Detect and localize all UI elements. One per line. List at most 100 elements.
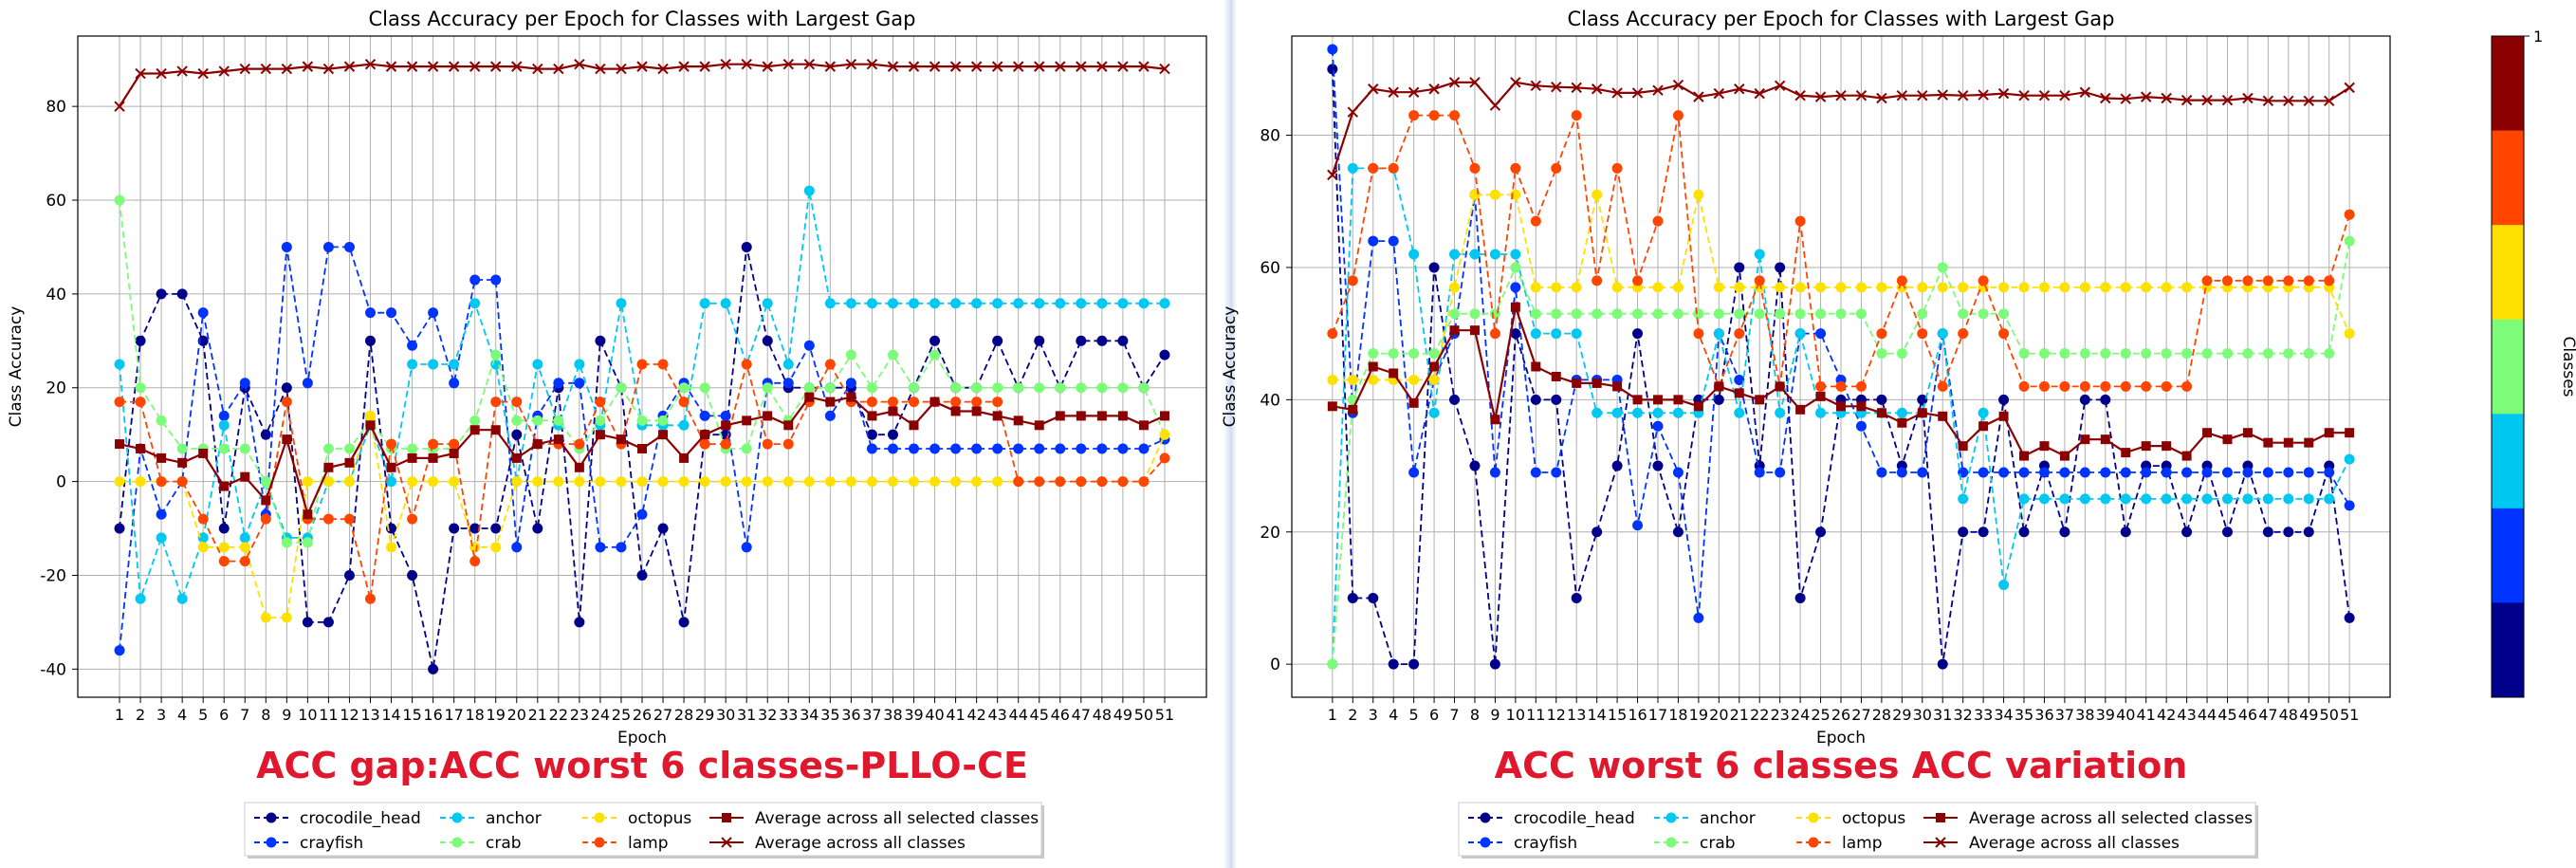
data-point — [1388, 658, 1399, 670]
data-point — [1347, 162, 1358, 174]
data-point — [2038, 90, 2051, 102]
colorbar-segment — [2492, 319, 2524, 415]
data-point — [2181, 526, 2193, 538]
legend-swatch-marker — [594, 837, 605, 848]
data-point — [1096, 411, 1107, 421]
data-point — [135, 335, 146, 346]
data-point — [1997, 87, 2010, 100]
chart-caption: ACC worst 6 classes ACC variation — [1495, 745, 2188, 786]
data-point — [1835, 90, 1847, 102]
data-point — [322, 513, 334, 525]
data-point — [302, 378, 313, 389]
data-point — [1096, 335, 1108, 346]
data-point — [762, 438, 773, 450]
data-point — [1978, 308, 1989, 320]
x-tick-label: 5 — [198, 706, 208, 724]
data-point — [2059, 451, 2070, 461]
data-point — [1159, 411, 1169, 421]
data-point — [1815, 328, 1827, 340]
data-point — [992, 335, 1003, 346]
data-point — [803, 58, 816, 70]
data-point — [364, 335, 376, 346]
data-point — [198, 448, 209, 458]
data-point — [1571, 282, 1582, 293]
data-point — [1794, 282, 1806, 293]
data-point — [1551, 81, 1562, 93]
data-point — [679, 452, 690, 463]
data-point — [1449, 308, 1461, 320]
data-point — [2202, 428, 2213, 438]
data-point — [1713, 87, 1725, 100]
data-point — [281, 63, 293, 75]
data-point — [929, 443, 941, 454]
data-point — [532, 523, 543, 534]
data-point — [1775, 407, 1786, 418]
data-point — [1713, 308, 1724, 320]
data-point — [449, 438, 460, 450]
data-point — [678, 382, 690, 394]
data-point — [1347, 275, 1358, 286]
data-point — [532, 359, 543, 370]
data-point — [866, 58, 878, 70]
data-point — [239, 443, 250, 454]
x-tick-label: 14 — [381, 706, 400, 724]
y-tick-label: 40 — [1260, 391, 1280, 410]
data-point — [2344, 612, 2355, 623]
data-point — [971, 443, 983, 454]
data-point — [2283, 437, 2293, 448]
data-point — [364, 593, 376, 604]
data-point — [866, 298, 877, 309]
data-point — [2303, 467, 2314, 478]
data-point — [1096, 61, 1108, 72]
data-point — [1815, 407, 1827, 418]
data-point — [1428, 262, 1440, 273]
data-point — [365, 420, 376, 431]
legend-swatch-marker — [451, 837, 463, 848]
data-point — [1368, 374, 1379, 385]
x-tick-label: 24 — [591, 706, 610, 724]
data-point — [1734, 308, 1745, 320]
data-point — [427, 61, 439, 72]
data-point — [1632, 520, 1644, 531]
data-point — [887, 397, 898, 408]
left-chart: 1 2 3 4 5 6 7 8 9 10 11 12 13 14 15 16 17 18 19 20 21 22 23 24 2… — [7, 8, 1207, 859]
data-point — [260, 429, 271, 440]
data-point — [2221, 526, 2233, 538]
data-point — [490, 397, 502, 408]
data-point — [1896, 467, 1907, 478]
data-point — [1693, 189, 1704, 200]
colorbar-tick-label: 1 — [2533, 28, 2543, 46]
data-point — [1489, 100, 1501, 111]
data-point — [1034, 298, 1045, 309]
data-point — [407, 513, 418, 525]
data-point — [1937, 282, 1948, 293]
x-tick-label: 11 — [1526, 706, 1545, 724]
x-tick-label: 45 — [2217, 706, 2236, 724]
data-point — [1794, 90, 1806, 102]
data-point — [1734, 328, 1745, 340]
data-point — [2303, 526, 2314, 538]
data-point — [2019, 451, 2030, 461]
data-point — [1347, 374, 1358, 385]
data-point — [616, 434, 626, 445]
data-point — [1672, 467, 1684, 478]
data-point — [281, 241, 292, 252]
data-point — [1734, 407, 1745, 418]
x-tick-label: 17 — [1648, 706, 1667, 724]
data-point — [1876, 467, 1887, 478]
data-point — [1368, 361, 1378, 372]
data-point — [135, 593, 146, 604]
data-point — [1938, 411, 1948, 421]
data-point — [1632, 328, 1644, 340]
data-point — [595, 335, 606, 346]
data-point — [1937, 380, 1948, 392]
data-point — [762, 382, 773, 394]
y-tick-label: 20 — [1260, 524, 1280, 543]
data-point — [490, 61, 502, 72]
data-point — [2180, 94, 2193, 106]
data-point — [1368, 348, 1379, 360]
data-point — [1896, 348, 1907, 360]
data-point — [2120, 380, 2131, 392]
data-point — [343, 61, 356, 72]
data-point — [1117, 335, 1129, 346]
